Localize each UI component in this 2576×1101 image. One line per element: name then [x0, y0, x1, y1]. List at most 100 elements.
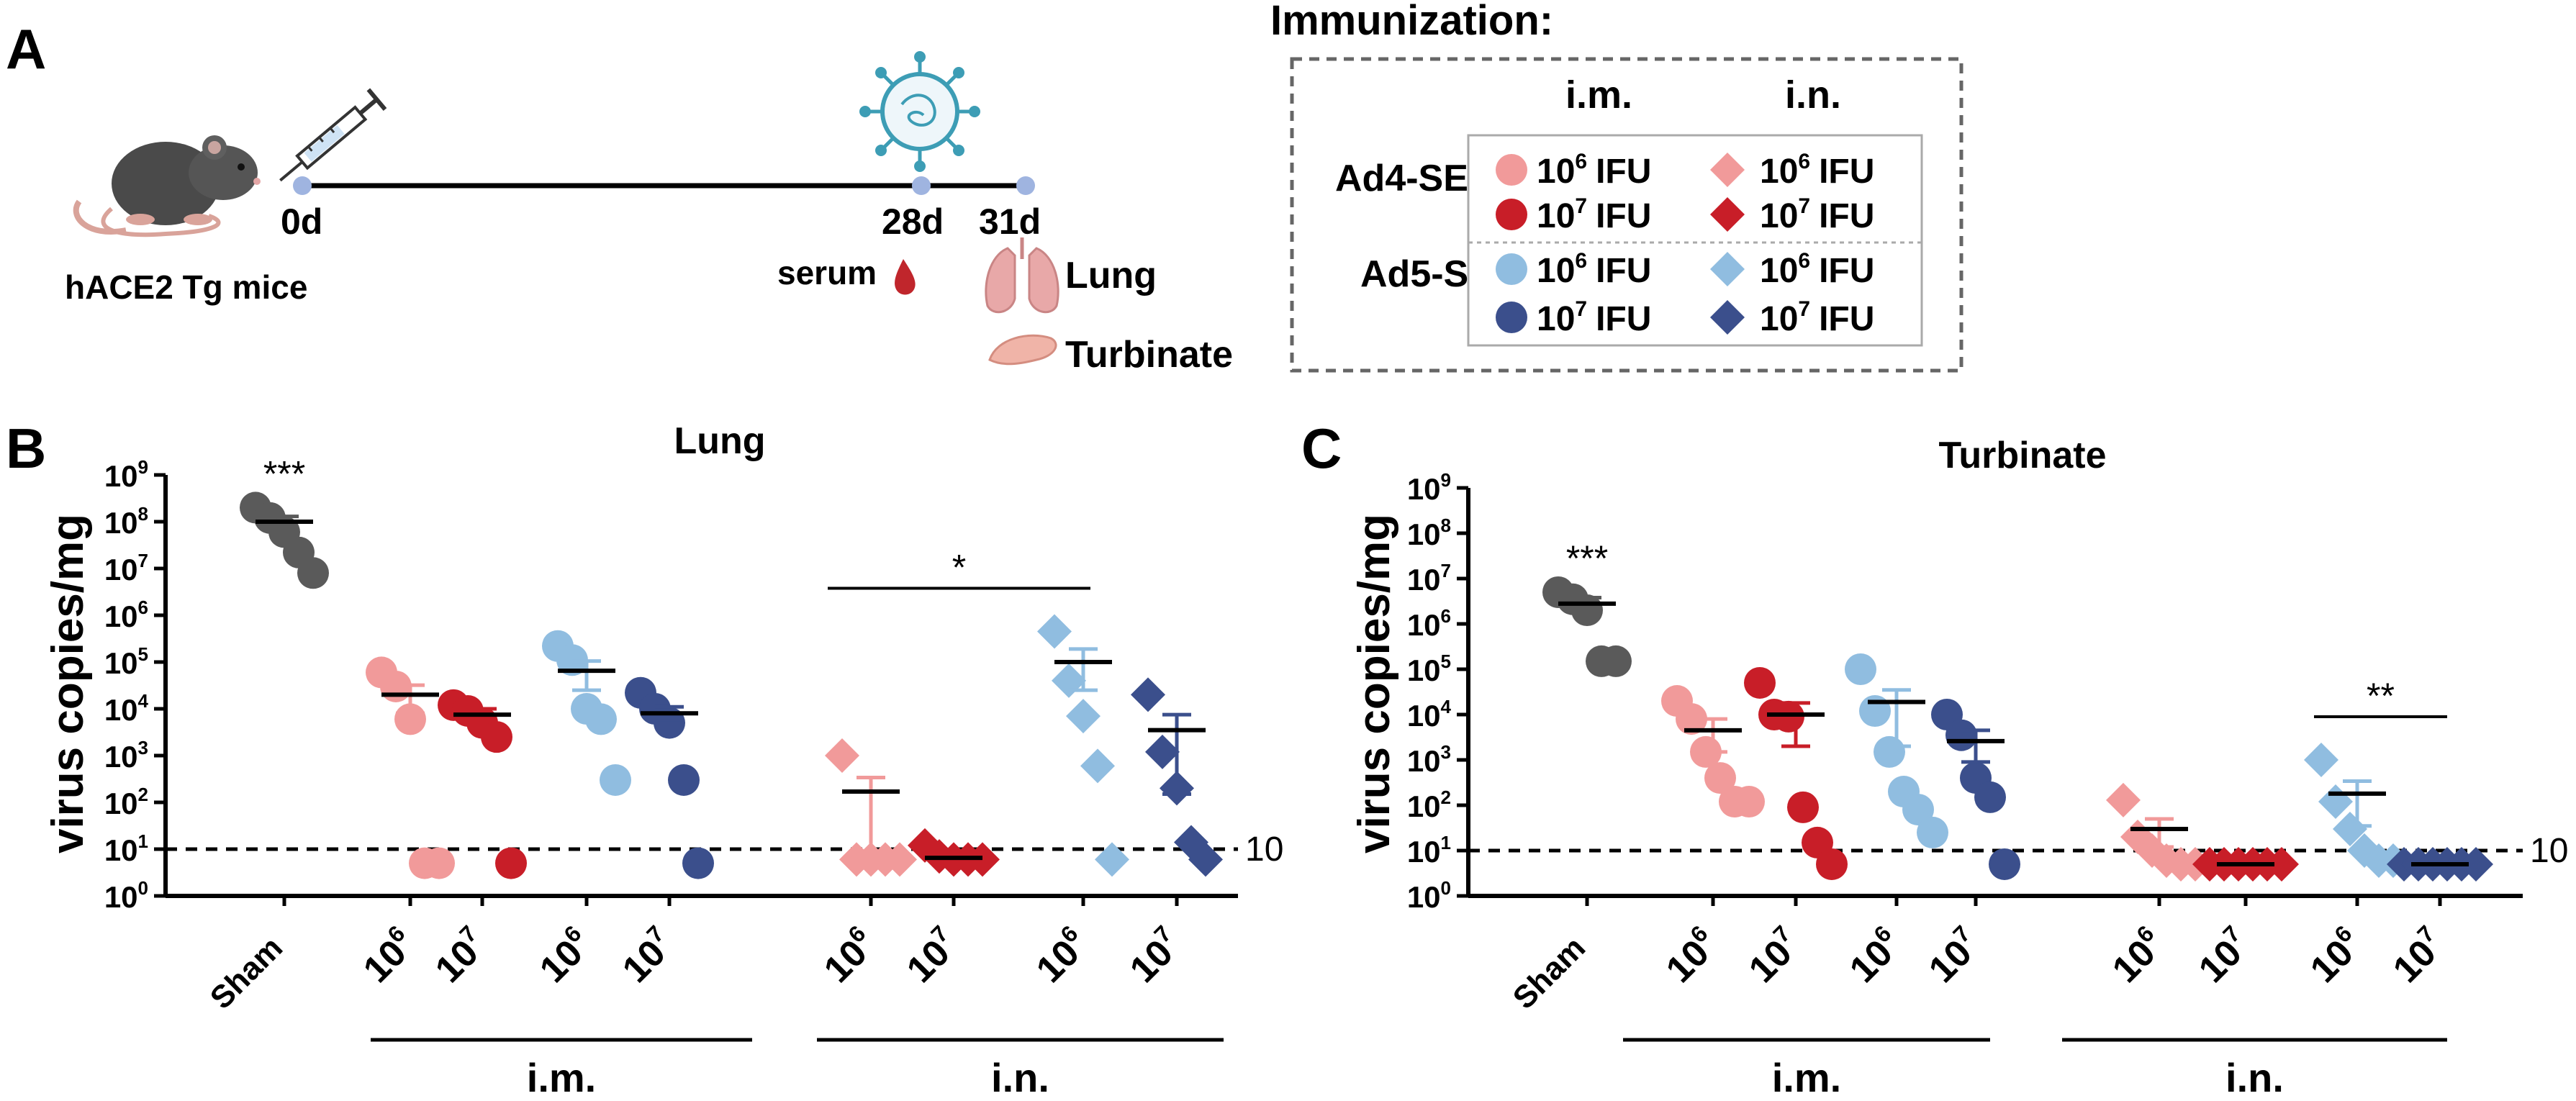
data-point	[1845, 653, 1876, 685]
x-tick-label: 107	[1738, 920, 1809, 991]
legend-col-im: i.m.	[1565, 73, 1632, 117]
data-point	[1066, 699, 1101, 734]
significance-label: **	[2367, 676, 2395, 716]
data-point	[825, 738, 859, 773]
day-28-label: 28d	[882, 201, 944, 242]
data-point	[1704, 762, 1736, 794]
x-tick-label: 107	[2382, 920, 2453, 991]
data-point	[1095, 842, 1129, 877]
legend-text-ad5-in-1e6: 106 IFU	[1760, 249, 1874, 290]
day-31-label: 31d	[979, 201, 1041, 242]
y-tick-label: 102	[1407, 787, 1451, 823]
legend-marker-ad5-in-1e7	[1710, 300, 1745, 335]
y-tick-label: 103	[1407, 741, 1451, 778]
y-tick-label: 109	[104, 456, 148, 493]
data-point	[1676, 703, 1707, 735]
data-point	[1874, 735, 1905, 768]
panel-c-chart: Turbinate100101102103104105106107108109v…	[1350, 435, 2568, 1100]
y-tick-label: 102	[104, 784, 148, 820]
data-point	[297, 557, 329, 589]
y-tick-label: 101	[104, 830, 148, 867]
legend-inner-box	[1467, 134, 1923, 347]
y-axis-label: virus copies/mg	[43, 514, 93, 853]
legend-marker-ad4-in-1e7	[1710, 197, 1745, 232]
serum-label: serum	[777, 254, 877, 291]
data-point	[1080, 748, 1115, 784]
data-point	[1974, 781, 2006, 813]
y-tick-label: 100	[1407, 877, 1451, 914]
legend-marker-ad5-in-1e6	[1710, 252, 1745, 286]
data-point	[600, 764, 631, 796]
data-point	[1945, 719, 1977, 751]
x-tick-label: 107	[2188, 920, 2259, 991]
y-tick-label: 108	[1407, 515, 1451, 551]
legend-col-in: i.n.	[1785, 73, 1841, 117]
y-tick-label: 104	[1407, 696, 1452, 733]
panel-a: A 0d 28d	[6, 0, 1963, 376]
detection-limit-label: 10	[1245, 830, 1283, 869]
detection-limit-label: 10	[2530, 832, 2568, 870]
x-tick-label: 107	[1119, 920, 1190, 991]
legend-marker-ad5-im-1e7	[1496, 302, 1527, 333]
x-tick-label: 107	[425, 920, 495, 991]
mice-caption: hACE2 Tg mice	[65, 268, 307, 306]
data-point	[585, 703, 617, 735]
significance-label: ***	[263, 453, 305, 494]
x-tick-label: 106	[1655, 920, 1726, 991]
turbinate-icon	[988, 334, 1057, 366]
group-label-im: i.m.	[527, 1055, 596, 1100]
data-point	[1600, 645, 1632, 677]
virus-icon	[859, 51, 980, 172]
legend-row-ad5: Ad5-S	[1360, 253, 1468, 295]
group-label-in: i.n.	[2225, 1055, 2284, 1100]
y-tick-label: 106	[104, 597, 148, 633]
significance-label: *	[952, 548, 966, 588]
syringe-icon	[279, 88, 387, 182]
blood-drop-icon	[895, 259, 916, 295]
lung-label: Lung	[1065, 255, 1157, 296]
x-tick-label: 107	[1918, 920, 1989, 991]
data-point	[495, 847, 527, 879]
timeline-point-0d	[293, 176, 312, 195]
data-point	[1037, 614, 1072, 649]
y-tick-label: 107	[104, 550, 148, 586]
y-tick-label: 103	[104, 737, 148, 774]
significance-label: ***	[1566, 538, 1608, 579]
data-point	[1744, 666, 1776, 699]
chart-title: Turbinate	[1938, 435, 2106, 476]
data-point	[1989, 848, 2020, 880]
data-point	[668, 764, 700, 796]
legend-text-ad4-im-1e6: 106 IFU	[1537, 150, 1651, 191]
legend-row-ad4: Ad4-SE	[1335, 158, 1468, 199]
data-point	[2106, 782, 2141, 817]
legend-text-ad5-in-1e7: 107 IFU	[1760, 297, 1874, 338]
x-tick-label: 106	[2102, 920, 2172, 991]
legend-text-ad4-in-1e7: 107 IFU	[1760, 194, 1874, 235]
data-point	[2459, 846, 2493, 882]
y-tick-label: 105	[104, 643, 148, 680]
data-point	[1052, 663, 1086, 698]
y-tick-label: 109	[1407, 469, 1451, 506]
y-tick-label: 105	[1407, 651, 1451, 687]
y-tick-label: 100	[104, 877, 148, 914]
y-tick-label: 106	[1407, 605, 1451, 642]
y-tick-label: 101	[1407, 832, 1451, 869]
group-label-im: i.m.	[1772, 1055, 1841, 1100]
data-point	[2264, 846, 2299, 882]
legend-marker-ad5-im-1e6	[1496, 253, 1527, 285]
x-tick-label: 106	[1026, 920, 1096, 991]
x-tick-label: Sham	[204, 930, 289, 1015]
panel-a-label: A	[6, 17, 46, 81]
y-tick-label: 107	[1407, 560, 1451, 597]
panel-b-label: B	[6, 417, 46, 480]
y-tick-label: 108	[104, 503, 148, 540]
data-point	[682, 847, 714, 879]
timeline-point-31d	[1016, 176, 1035, 195]
y-axis-label: virus copies/mg	[1350, 514, 1399, 853]
panel-c-label: C	[1301, 417, 1342, 480]
x-tick-label: 106	[529, 920, 600, 991]
lung-icon	[985, 237, 1059, 314]
data-point	[1131, 677, 1165, 712]
data-point	[1917, 816, 1948, 848]
